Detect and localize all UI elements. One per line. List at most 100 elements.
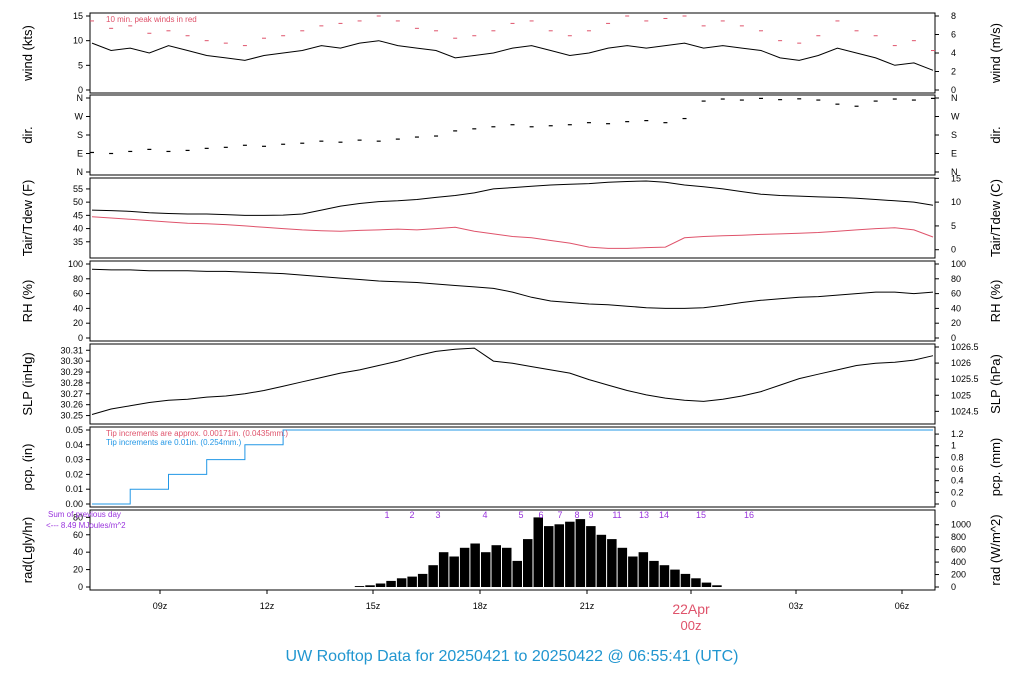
wind-y2tick-label: 2: [951, 67, 956, 77]
rad-bar: [502, 547, 512, 587]
precip-line: [92, 429, 933, 505]
slp-ytick-label: 30.29: [60, 367, 83, 377]
rad-annotation-value: <--- 8.49 MJoules/m^2: [46, 521, 126, 530]
pcp-ytick-label: 0.02: [65, 469, 83, 479]
rad-bar: [481, 552, 491, 587]
wind-y2tick-label: 6: [951, 30, 956, 40]
rad-bar: [617, 547, 628, 587]
dir-ytick-label: S: [77, 130, 83, 140]
time-tick-label: 15z: [366, 601, 381, 611]
temp-y2tick-label: 15: [951, 173, 961, 183]
slp-ytick-label: 30.26: [60, 400, 83, 410]
rad-bar: [438, 552, 449, 587]
rad-ytick-label: 40: [73, 547, 83, 557]
slp-y2tick-label: 1025: [951, 390, 971, 400]
dir-y2tick-label: S: [951, 130, 957, 140]
rad-marker-label: 1: [384, 510, 389, 520]
rad-y2tick-label: 400: [951, 557, 966, 567]
wind-y2tick-label: 8: [951, 11, 956, 21]
rad-marker-label: 16: [744, 510, 754, 520]
rh-ytick-label: 60: [73, 289, 83, 299]
panel-frame: [89, 12, 936, 94]
rad-marker-label: 14: [659, 510, 669, 520]
dir-y2label: dir.: [988, 126, 1003, 143]
dir-y2tick-label: W: [951, 112, 960, 122]
rad-bar: [691, 578, 701, 587]
rad-y2tick-label: 600: [951, 545, 966, 555]
rh-y2tick-label: 0: [951, 333, 956, 343]
rad-bar: [638, 552, 649, 587]
rad-marker-label: 13: [639, 510, 649, 520]
rh-y2tick-label: 20: [951, 318, 961, 328]
rh-y2tick-label: 80: [951, 274, 961, 284]
slp-ytick-label: 30.27: [60, 389, 83, 399]
date-label: 22Apr: [672, 601, 710, 617]
pcp-y2tick-label: 0.6: [951, 464, 964, 474]
pcp-y2tick-label: 0: [951, 499, 956, 509]
slp-ytick-label: 30.31: [60, 345, 83, 355]
rh-y2label: RH (%): [988, 280, 1003, 323]
slp-ylabel: SLP (inHg): [20, 352, 35, 415]
temp-ytick-label: 35: [73, 237, 83, 247]
rad-bar: [607, 539, 617, 587]
rh-ylabel: RH (%): [20, 280, 35, 323]
pcp-ytick-label: 0.01: [65, 484, 83, 494]
rad-bar: [649, 560, 659, 587]
rad-bar: [375, 583, 386, 587]
rad-bar: [396, 578, 407, 587]
temp-ytick-label: 55: [73, 184, 83, 194]
temp-y2tick-label: 0: [951, 245, 956, 255]
rad-bar: [365, 585, 375, 587]
pcp-y2tick-label: 0.4: [951, 476, 964, 486]
rad-marker-label: 7: [557, 510, 562, 520]
rad-bar: [386, 580, 396, 587]
rad-bar: [491, 545, 501, 587]
wind-ytick-label: 0: [78, 85, 83, 95]
wind-annotation: 10 min. peak winds in red: [106, 15, 197, 24]
temp-ytick-label: 40: [73, 224, 83, 234]
temp-y2label: Tair/Tdew (C): [988, 179, 1003, 257]
pcp-y2label: pcp. (mm): [988, 438, 1003, 497]
rh-y2tick-label: 100: [951, 259, 966, 269]
rad-bar: [407, 576, 417, 587]
wind-y2tick-label: 4: [951, 48, 956, 58]
rad-bar: [512, 560, 522, 587]
temp-y2tick-label: 5: [951, 221, 956, 231]
rad-marker-label: 5: [518, 510, 523, 520]
rad-bar: [659, 565, 670, 587]
slp-y2tick-label: 1025.5: [951, 374, 979, 384]
time-tick-label: 06z: [895, 601, 910, 611]
pcp-y2tick-label: 0.2: [951, 487, 964, 497]
rad-marker-label: 3: [435, 510, 440, 520]
time-tick-label: 18z: [473, 601, 488, 611]
rh-ytick-label: 100: [68, 259, 83, 269]
rad-bar: [449, 556, 459, 587]
rad-y2tick-label: 800: [951, 532, 966, 542]
panel-frame: [89, 94, 936, 176]
time-tick-label: 03z: [789, 601, 804, 611]
pcp-y2tick-label: 0.8: [951, 452, 964, 462]
rh-ytick-label: 20: [73, 318, 83, 328]
rad-bar: [680, 573, 691, 587]
temp-ytick-label: 50: [73, 197, 83, 207]
wind-ytick-label: 10: [73, 36, 83, 46]
pcp-annotation-blue: Tip increments are 0.01in. (0.254mm.): [106, 438, 242, 447]
rad-y2tick-label: 0: [951, 582, 956, 592]
rh-ytick-label: 40: [73, 303, 83, 313]
rad-bar: [470, 543, 480, 587]
wind-ytick-label: 5: [78, 60, 83, 70]
dir-ytick-label: N: [77, 93, 84, 103]
rad-bar: [417, 573, 428, 587]
rad-marker-label: 15: [696, 510, 706, 520]
rh-y2tick-label: 60: [951, 289, 961, 299]
temp-ytick-label: 45: [73, 210, 83, 220]
temp-y2tick-label: 10: [951, 197, 961, 207]
rad-marker-label: 9: [588, 510, 593, 520]
dewpoint-line: [91, 216, 934, 249]
pcp-ytick-label: 0.00: [65, 499, 83, 509]
dir-ylabel: dir.: [20, 126, 35, 143]
slp-ytick-label: 30.25: [60, 411, 83, 421]
rad-bar: [670, 569, 680, 587]
dir-ytick-label: N: [77, 167, 84, 177]
